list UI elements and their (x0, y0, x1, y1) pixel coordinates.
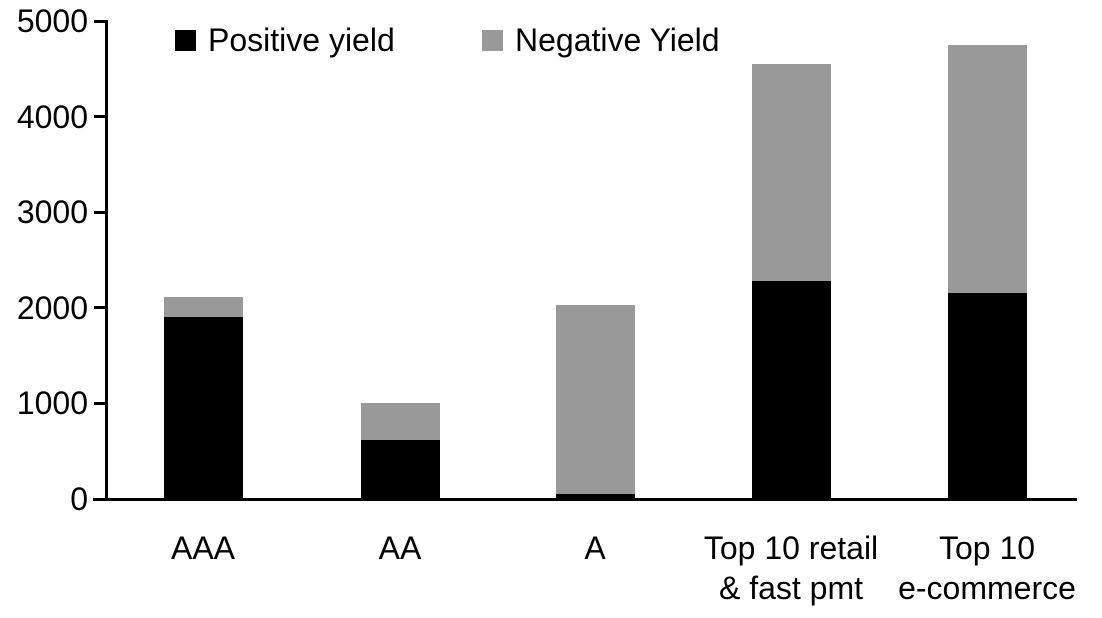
bar-segment-positive-yield (947, 293, 1027, 499)
y-axis-tick-label: 0 (70, 481, 88, 517)
y-axis-tick (94, 210, 107, 214)
y-axis-tick (94, 19, 107, 23)
x-axis-category-label: AAA (170, 530, 236, 566)
bar-segment-positive-yield (751, 281, 831, 499)
legend-label-negative-yield: Negative Yield (515, 22, 720, 58)
legend-label-positive-yield: Positive yield (208, 22, 395, 58)
x-axis-category-label: AA (378, 530, 422, 566)
legend-item-negative-yield: Negative Yield (482, 18, 720, 62)
legend-item-positive-yield: Positive yield (175, 18, 395, 62)
y-axis-tick-label: 4000 (16, 98, 88, 135)
y-axis-tick-label: 2000 (16, 289, 88, 326)
bar-segment-positive-yield (163, 317, 243, 499)
y-axis-line (105, 20, 108, 501)
bar-segment-negative-yield (163, 297, 243, 318)
x-axis-line (93, 498, 1077, 501)
x-axis-category-label: Top 10 e-commerce (898, 530, 1076, 606)
legend-swatch-positive-yield-icon (175, 29, 196, 51)
bar-segment-negative-yield (555, 304, 635, 495)
x-axis-category-label: A (584, 530, 606, 566)
bar-segment-positive-yield (555, 494, 635, 499)
y-axis-tick (94, 115, 107, 119)
bar-segment-negative-yield (947, 44, 1027, 294)
bar-segment-positive-yield (360, 439, 440, 499)
y-axis-tick-label: 5000 (16, 3, 88, 39)
y-axis-tick-label: 3000 (16, 194, 88, 231)
x-axis-category-label: Top 10 retail & fast pmt (703, 530, 879, 606)
y-axis-tick (94, 401, 107, 405)
legend-swatch-negative-yield-icon (482, 29, 503, 51)
y-axis-tick-label: 1000 (16, 385, 88, 422)
bar-segment-negative-yield (751, 64, 831, 282)
bar-segment-negative-yield (360, 403, 440, 440)
y-axis-tick (94, 306, 107, 310)
